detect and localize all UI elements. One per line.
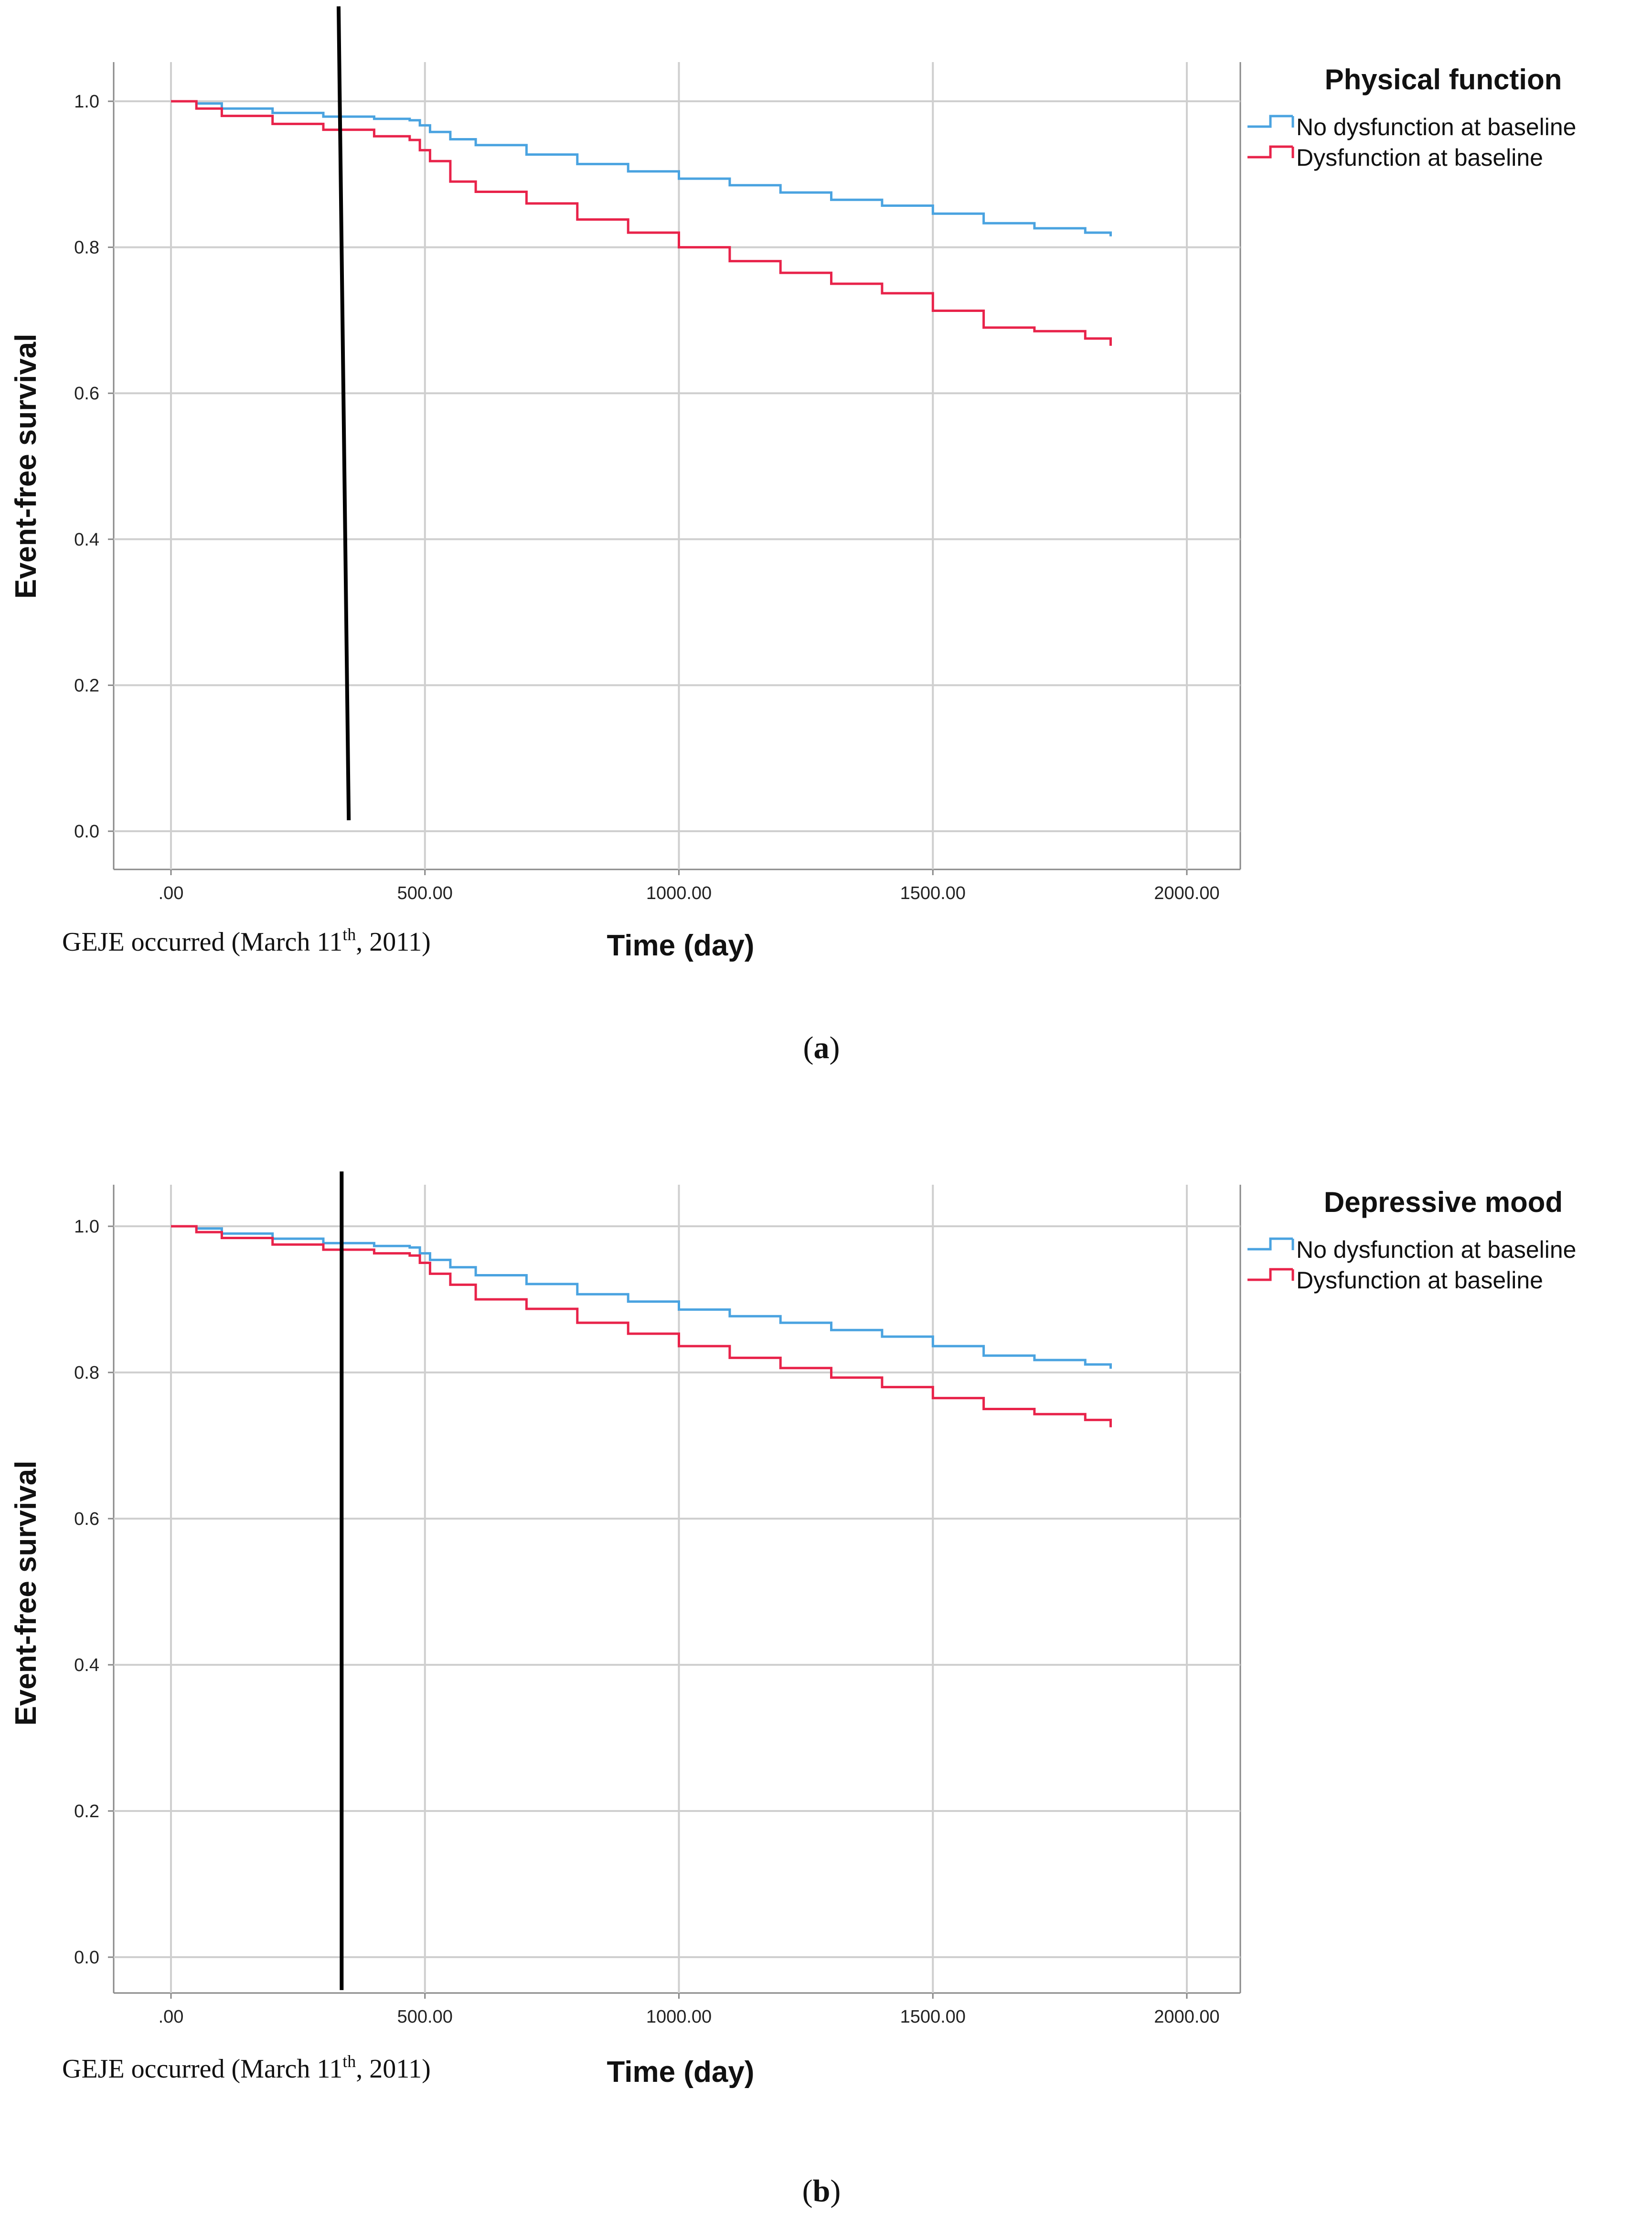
chart-panel-b: 0.0 0.2 0.4 0.6 0.8 1.0 .00 500.00 1000.00 1500.0… [10, 1171, 1576, 2208]
panel-caption: (b) [802, 2174, 841, 2208]
y-tick-label: 0.4 [74, 1655, 99, 1675]
panel-caption: (a) [803, 1030, 840, 1065]
legend-label: Dysfunction at baseline [1296, 1267, 1543, 1294]
legend-swatch [1247, 145, 1293, 159]
legend-label: Dysfunction at baseline [1296, 144, 1543, 171]
y-tick-label: 0.6 [74, 384, 99, 404]
legend-swatch [1247, 1237, 1293, 1251]
y-tick-label: 0.8 [74, 238, 99, 258]
geje-event-line [336, 6, 351, 821]
y-tick-label: 0.2 [74, 1801, 99, 1822]
x-tick-label: .00 [159, 2007, 184, 2027]
legend-label: No dysfunction at baseline [1296, 114, 1576, 140]
x-tick-label: 1500.00 [900, 2007, 966, 2027]
y-axis-title: Event-free survival [10, 1461, 43, 1726]
x-axis-title: Time (day) [607, 2056, 755, 2089]
x-tick-label: 500.00 [397, 2007, 453, 2027]
x-tick-label: .00 [159, 883, 184, 903]
x-tick-label: 1500.00 [900, 883, 966, 903]
y-tick-label: 0.0 [74, 822, 99, 842]
legend-title: Depressive mood [1324, 1186, 1563, 1218]
survival-curve-dysfunction [171, 100, 1112, 346]
chart-panel-a: 0.0 0.2 0.4 0.6 0.8 1.0 .00 500.00 1000.00 1500.0… [10, 6, 1576, 1065]
y-tick-label: 0.8 [74, 1363, 99, 1383]
legend-title: Physical function [1325, 64, 1562, 96]
legend-label: No dysfunction at baseline [1296, 1236, 1576, 1263]
x-tick-label: 2000.00 [1154, 883, 1219, 903]
y-tick-label: 0.2 [74, 675, 99, 696]
x-tick-label: 500.00 [397, 883, 453, 903]
survival-curve-no-dysfunction [171, 100, 1112, 236]
legend-swatch [1247, 1268, 1293, 1281]
geje-event-label: GEJE occurred (March 11th, 2011) [62, 925, 431, 957]
legend-swatch [1247, 115, 1293, 128]
x-tick-label: 1000.00 [646, 2007, 712, 2027]
survival-curve-dysfunction [171, 1225, 1112, 1427]
x-axis-title: Time (day) [607, 929, 755, 962]
y-tick-label: 0.4 [74, 530, 99, 550]
y-tick-label: 0.6 [74, 1509, 99, 1529]
x-tick-label: 2000.00 [1154, 2007, 1219, 2027]
x-tick-label: 1000.00 [646, 883, 712, 903]
y-tick-label: 0.0 [74, 1948, 99, 1968]
y-tick-label: 1.0 [74, 92, 99, 112]
geje-event-label: GEJE occurred (March 11th, 2011) [62, 2052, 431, 2084]
y-tick-label: 1.0 [74, 1217, 99, 1237]
survival-curve-no-dysfunction [171, 1225, 1112, 1369]
y-axis-title: Event-free survival [10, 334, 43, 599]
